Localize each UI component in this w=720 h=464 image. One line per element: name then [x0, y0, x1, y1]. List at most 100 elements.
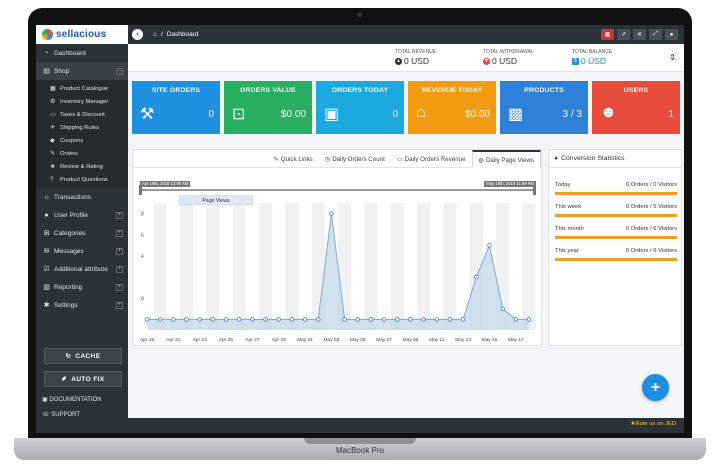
- card-site-orders[interactable]: SITE ORDERS ⚒ 0: [132, 81, 220, 134]
- sidebar-subitem-coupons[interactable]: ◆ Coupons: [36, 134, 128, 147]
- external-link-icon[interactable]: ↗: [617, 29, 630, 40]
- expand-icon[interactable]: +: [116, 265, 123, 273]
- breadcrumb: ⌂ / Dashboard: [153, 31, 199, 38]
- tab-label: Daily Page Views: [485, 156, 534, 164]
- sidebar-subitem-inventory-manager[interactable]: ⚙ Inventory Manager: [36, 95, 128, 108]
- laptop-notch: [304, 438, 416, 444]
- clock-icon: ◷: [324, 155, 331, 163]
- subitem-label: Coupons: [60, 137, 84, 144]
- link-icon: ✎: [273, 155, 279, 163]
- sidebar-item-reporting[interactable]: ▥ Reporting +: [36, 278, 128, 296]
- expand-icon[interactable]: +: [116, 229, 123, 237]
- tab-daily-orders-revenue[interactable]: ▭ Daily Orders Revenue: [391, 150, 472, 168]
- total-withdrawal-value: 0 USD: [492, 56, 518, 66]
- cache-button[interactable]: ↻ CACHE: [44, 348, 122, 364]
- sidebar-item-messages[interactable]: ✉ Messages +: [36, 242, 128, 260]
- add-button[interactable]: +: [642, 374, 669, 401]
- arrow-up-icon: ▲: [395, 57, 402, 65]
- range-start-handle[interactable]: [139, 185, 142, 195]
- sidebar-item-user-profile[interactable]: ● User Profile +: [36, 206, 128, 224]
- sidebar-item-shop[interactable]: ▤ Shop −: [36, 62, 128, 80]
- subitem-label: Product Catalogue: [60, 85, 109, 92]
- expand-icon[interactable]: +: [116, 301, 123, 309]
- data-point: [355, 317, 360, 322]
- rate-us-label: Rate us on JED: [635, 421, 676, 427]
- rate-us-link[interactable]: ★Rate us on JED: [630, 421, 676, 427]
- sidebar-subitem-taxes-discount[interactable]: ▭ Taxes & Discount: [36, 108, 128, 121]
- sidebar-item-transactions[interactable]: ⌂ Transactions: [36, 188, 128, 206]
- chart-tabs: ✎ Quick Links ◷ Daily Orders Count ▭ Daily …: [268, 150, 541, 168]
- bank-icon: ⌂: [416, 104, 426, 121]
- back-arrow-icon[interactable]: ‹: [132, 29, 143, 40]
- language-flag-icon[interactable]: ▦: [601, 29, 614, 40]
- chart-points: [144, 211, 532, 322]
- sidebar-subitem-shipping-rules[interactable]: ✈ Shipping Rules: [36, 121, 128, 134]
- globe-icon: ◍: [478, 156, 484, 164]
- card-title: SITE ORDERS: [151, 87, 201, 94]
- card-users[interactable]: USERS ☻ 1: [592, 81, 680, 134]
- card-orders-value[interactable]: ORDERS VALUE ⊡ $0.00: [224, 81, 312, 134]
- auto-fix-button[interactable]: ✐ AUTO FIX: [44, 371, 122, 387]
- total-balance: TOTAL BALANCE $0 USD: [572, 49, 612, 66]
- sidebar: sellacious ◔ Dashboard ▤ Shop − ▦ Product…: [36, 25, 128, 433]
- sidebar-item-additional-attribute[interactable]: ☑ Additional attribute +: [36, 260, 128, 278]
- cart-icon: ⊡: [232, 106, 246, 123]
- range-slider-track[interactable]: [140, 189, 535, 191]
- top-icons: ▦ ↗ ✕ ⤢ ●: [601, 29, 678, 40]
- y-tick-label: 8: [141, 212, 144, 218]
- sidebar-subitem-product-questions[interactable]: ? Product Questions: [36, 173, 128, 186]
- grid-band: [522, 203, 536, 330]
- shuffle-icon[interactable]: ✕: [633, 29, 646, 40]
- grid-band: [285, 203, 299, 330]
- sidebar-subitem-orders[interactable]: ✎ Orders: [36, 147, 128, 160]
- arrow-down-icon: ▼: [483, 57, 490, 65]
- logo[interactable]: sellacious: [36, 25, 128, 44]
- data-point: [408, 317, 413, 322]
- support-link[interactable]: ☏ SUPPORT: [42, 411, 80, 418]
- total-withdrawal-label: TOTAL WITHDRAWAL: [483, 49, 534, 55]
- documentation-link[interactable]: ▣ DOCUMENTATION: [42, 396, 101, 403]
- tab-label: Daily Orders Count: [332, 155, 385, 163]
- grid-band: [258, 203, 273, 330]
- data-point: [368, 317, 374, 322]
- conversion-panel: ◕ Conversion Statistics Today 0 Orders /…: [548, 149, 682, 346]
- expand-icon[interactable]: +: [116, 211, 123, 219]
- tab-daily-page-views[interactable]: ◍ Daily Page Views: [471, 150, 541, 168]
- sidebar-item-dashboard[interactable]: ◔ Dashboard: [36, 44, 128, 62]
- refresh-icon: ↻: [65, 353, 72, 360]
- collapse-icon[interactable]: −: [116, 67, 123, 75]
- sidebar-item-settings[interactable]: ✱ Settings +: [36, 296, 128, 314]
- card-revenue-today[interactable]: REVENUE TODAY ⌂ $0.00: [408, 81, 496, 134]
- tab-daily-orders-count[interactable]: ◷ Daily Orders Count: [319, 150, 391, 168]
- data-point: [289, 317, 295, 322]
- fullscreen-icon[interactable]: ⤢: [649, 29, 662, 40]
- user-menu-icon[interactable]: ●: [665, 29, 678, 40]
- sidebar-subitem-product-catalogue[interactable]: ▦ Product Catalogue: [36, 82, 128, 95]
- home-icon[interactable]: ⌂: [153, 31, 157, 38]
- card-products[interactable]: PRODUCTS ▩ 3 / 3: [500, 81, 588, 134]
- range-end-handle[interactable]: [533, 185, 536, 195]
- data-point: [250, 317, 255, 322]
- card-title: PRODUCTS: [524, 87, 564, 94]
- expand-icon[interactable]: +: [116, 283, 123, 291]
- y-tick-label: 6: [141, 233, 144, 239]
- conversion-label: This year: [555, 248, 579, 254]
- star-icon: ★: [630, 421, 636, 427]
- card-title: USERS: [623, 87, 649, 94]
- sort-toggle-icon[interactable]: ⇕: [669, 53, 676, 62]
- x-tick-label: May 09: [403, 337, 419, 343]
- gavel-icon: ⚒: [140, 106, 155, 123]
- sidebar-subitem-review-rating[interactable]: ★ Review & Rating: [36, 160, 128, 173]
- tab-quick-links[interactable]: ✎ Quick Links: [268, 150, 319, 168]
- card-orders-today[interactable]: ORDERS TODAY ▣ 0: [316, 81, 404, 134]
- data-point: [381, 317, 387, 322]
- brand-name: sellacious: [56, 29, 107, 40]
- expand-icon[interactable]: +: [116, 247, 123, 255]
- support-icon: ☏: [42, 412, 52, 418]
- money-icon: ▭: [396, 155, 403, 163]
- grid-band: [232, 203, 246, 330]
- grid-band: [417, 203, 431, 330]
- legend-entry: Page Views: [202, 198, 230, 204]
- data-point: [157, 317, 163, 322]
- sidebar-item-categories[interactable]: ⊞ Categories +: [36, 224, 128, 242]
